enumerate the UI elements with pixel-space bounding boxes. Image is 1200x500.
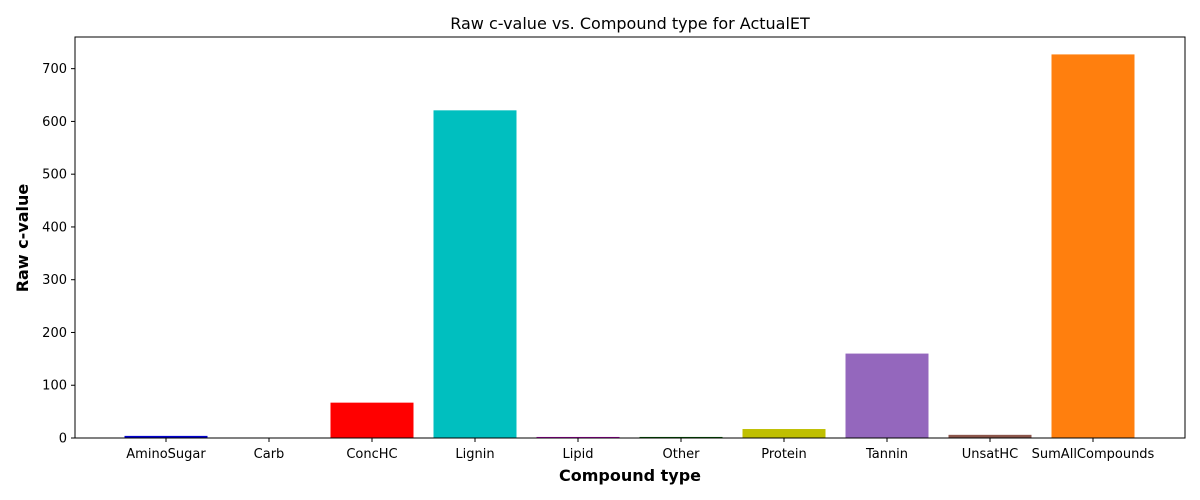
chart-title: Raw c-value vs. Compound type for Actual… <box>450 14 810 33</box>
x-tick-label: Protein <box>761 447 807 462</box>
bar-aminosugar <box>124 435 208 438</box>
x-axis-ticks: AminoSugar Carb ConcHC Lignin Lipid Other Prot… <box>126 438 1155 462</box>
x-tick-label: SumAllCompounds <box>1032 447 1155 462</box>
y-tick-label: 100 <box>42 379 67 394</box>
x-tick-label: Tannin <box>865 447 908 462</box>
x-tick-label: Other <box>663 447 701 462</box>
y-tick-label: 400 <box>42 220 67 235</box>
x-tick-label: Lignin <box>455 447 494 462</box>
bar-tannin <box>845 353 929 438</box>
bar-unsathc <box>948 434 1032 438</box>
x-tick-label: ConcHC <box>346 447 397 462</box>
x-axis-label: Compound type <box>559 466 701 485</box>
bar-protein <box>742 429 826 438</box>
x-tick-label: Carb <box>254 447 285 462</box>
bar-sumallcompounds <box>1051 54 1135 439</box>
y-tick-label: 700 <box>42 62 67 77</box>
bars-group <box>124 54 1135 439</box>
y-tick-label: 200 <box>42 326 67 341</box>
y-tick-label: 500 <box>42 168 67 183</box>
y-tick-label: 600 <box>42 115 67 130</box>
y-axis-ticks: 0 100 200 300 400 500 600 700 <box>42 62 75 447</box>
bar-lipid <box>536 436 620 438</box>
x-tick-label: AminoSugar <box>126 447 206 462</box>
bar-lignin <box>433 110 517 438</box>
y-tick-label: 300 <box>42 273 67 288</box>
y-axis-label: Raw c-value <box>13 184 32 293</box>
x-tick-label: Lipid <box>563 447 594 462</box>
bar-other <box>639 436 723 438</box>
bar-conchc <box>330 402 414 438</box>
x-tick-label: UnsatHC <box>962 447 1018 462</box>
y-tick-label: 0 <box>59 432 67 447</box>
plot-frame <box>74 36 1186 439</box>
